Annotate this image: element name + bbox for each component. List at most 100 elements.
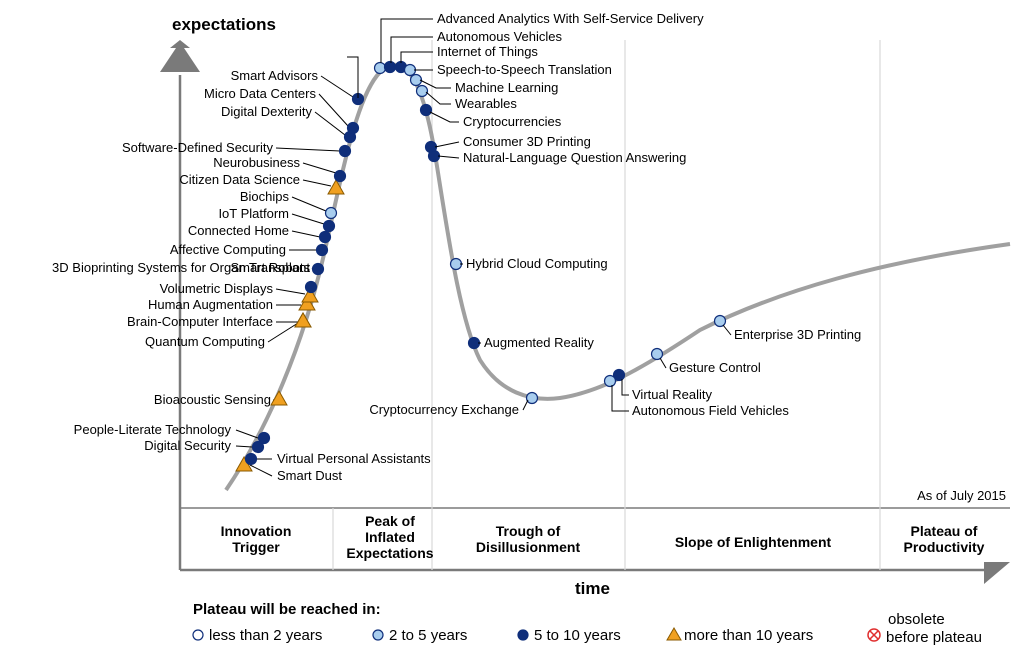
tech-label: Autonomous Vehicles	[437, 29, 563, 44]
tech-consumer-3d-printing: Consumer 3D Printing	[424, 111, 591, 154]
leader-line	[722, 324, 732, 336]
marker-circle	[525, 391, 539, 405]
marker-circle	[315, 243, 329, 257]
phase-label-line: Disillusionment	[476, 539, 581, 555]
tech-volumetric-displays: Volumetric Displays	[160, 281, 319, 303]
phase-label-line: Trigger	[232, 539, 280, 555]
marker-circle	[318, 230, 332, 244]
leader-line	[267, 322, 299, 343]
marker-circle	[603, 374, 617, 388]
tech-cryptocurrencies: Cryptocurrencies	[419, 91, 562, 129]
marker-circle	[304, 280, 318, 294]
tech-gesture-control: Gesture Control	[621, 347, 761, 396]
leader-line	[611, 385, 629, 412]
legend-swatch	[666, 627, 682, 641]
y-axis-arrow	[160, 42, 200, 72]
phase-label: Slope of Enlightenment	[675, 534, 832, 550]
tech-label: 3D Bioprinting Systems for Organ Transpl…	[52, 260, 310, 275]
phase-label-line: Innovation	[221, 523, 292, 539]
leader-line	[318, 93, 349, 127]
leader-line	[291, 213, 325, 225]
tech-label: IoT Platform	[218, 206, 289, 221]
phase-label: Plateau of Productivity	[904, 523, 985, 555]
legend-item-obsolete: obsolete before plateau	[867, 611, 982, 646]
legend-swatch	[192, 629, 204, 641]
tech-wearables: Wearables	[415, 79, 517, 111]
marker-circle	[427, 149, 441, 163]
x-axis-title: time	[575, 579, 610, 598]
leader-line	[291, 196, 327, 212]
phase-label-line: Expectations	[346, 545, 433, 561]
marker-circle	[403, 63, 417, 77]
tech-label: Affective Computing	[170, 242, 286, 257]
tech-label: Digital Dexterity	[221, 104, 313, 119]
marker-circle	[311, 262, 325, 276]
tech-digital-security: Digital Security	[144, 438, 265, 454]
marker-circle	[713, 314, 727, 328]
tech-hybrid-cloud-computing: Hybrid Cloud Computing	[437, 155, 608, 271]
phase-label-line: Slope of Enlightenment	[675, 534, 832, 550]
phase-label: Innovation Trigger	[221, 523, 292, 555]
tech-label: Citizen Data Science	[179, 172, 300, 187]
tech-software-defined-security: Software-Defined Security	[122, 140, 352, 158]
phase-label-line: Trough of	[496, 523, 561, 539]
marker-circle	[409, 73, 423, 87]
tech-biochips: Biochips	[240, 189, 338, 220]
marker-circle	[373, 61, 387, 75]
tech-label: Biochips	[240, 189, 290, 204]
tech-iot-platform: IoT Platform	[218, 206, 336, 233]
y-axis-title: expectations	[172, 15, 276, 34]
leader-line	[275, 147, 341, 152]
tech-label: Advanced Analytics With Self-Service Del…	[437, 11, 704, 26]
legend-label: more than 10 years	[684, 627, 813, 644]
phase-label-line: Plateau of	[911, 523, 978, 539]
tech-label: Cryptocurrencies	[463, 114, 562, 129]
tech-label: People-Literate Technology	[74, 422, 232, 437]
tech-brain-computer-interface: Brain-Computer Interface	[127, 311, 312, 329]
tech-enterprise-3d-printing: Enterprise 3D Printing	[611, 314, 861, 412]
tech-bioacoustic-sensing: Bioacoustic Sensing	[154, 389, 288, 407]
tech-label: Bioacoustic Sensing	[154, 392, 271, 407]
tech-label: Smart Advisors	[231, 68, 319, 83]
legend-label-line: before plateau	[886, 629, 982, 646]
tech-digital-dexterity: Digital Dexterity	[221, 104, 357, 144]
leader-line	[302, 179, 332, 187]
tech-label: Connected Home	[188, 223, 289, 238]
marker-circle	[383, 60, 397, 74]
leader-line	[275, 288, 306, 295]
leader-line	[522, 399, 529, 411]
x-axis-arrow	[984, 562, 1010, 584]
phase-label-line: Peak of	[365, 513, 415, 529]
marker-circle	[244, 452, 258, 466]
tech-smart-robots: Smart Robots	[231, 260, 325, 276]
marker-circle	[467, 336, 481, 350]
tech-label: Human Augmentation	[148, 297, 273, 312]
tech-micro-data-centers: Micro Data Centers	[204, 86, 360, 135]
tech-advanced-analytics-with-self-service-delivery: Advanced Analytics With Self-Service Del…	[347, 11, 704, 98]
tech-virtual-personal-assistants: Virtual Personal Assistants	[244, 451, 431, 466]
marker-circle	[338, 144, 352, 158]
tech-speech-to-speech-translation: Speech-to-Speech Translation	[400, 51, 612, 77]
marker-circle	[415, 84, 429, 98]
tech-cryptocurrency-exchange: Cryptocurrency Exchange	[369, 263, 539, 417]
tech-label: Smart Dust	[277, 468, 342, 483]
marker-circle	[346, 121, 360, 135]
leader-line	[380, 18, 433, 63]
tech-affective-computing: Affective Computing	[170, 242, 329, 257]
legend-item-more-than-10: more than 10 years	[666, 627, 813, 644]
tech-label: Gesture Control	[669, 360, 761, 375]
leader-line	[621, 379, 629, 396]
tech-machine-learning: Machine Learning	[409, 69, 558, 95]
legend-item-two-to-five: 2 to 5 years	[372, 627, 467, 644]
marker-triangle	[327, 178, 345, 195]
leader-line	[302, 162, 337, 174]
tech-label: Consumer 3D Printing	[463, 134, 591, 149]
marker-triangle	[298, 294, 316, 311]
tech-label: Quantum Computing	[145, 334, 265, 349]
leader-line	[429, 111, 459, 123]
phase-label-line: Productivity	[904, 539, 985, 555]
leader-line	[425, 91, 451, 105]
tech-label: Cryptocurrency Exchange	[369, 402, 519, 417]
tech-label: Internet of Things	[437, 44, 538, 59]
